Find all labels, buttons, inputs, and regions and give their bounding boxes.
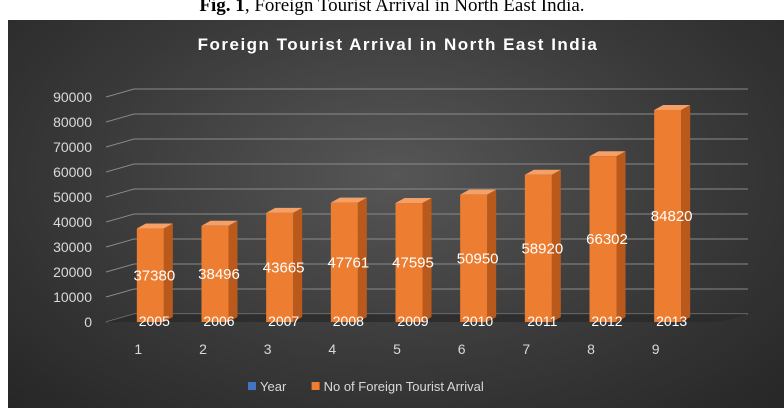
- bar-top: [201, 220, 238, 226]
- legend-label: Year: [260, 379, 287, 394]
- year-label: 2008: [333, 313, 364, 329]
- y-tick-label: 10000: [53, 289, 92, 305]
- bar-value-label: 50950: [457, 250, 499, 267]
- figure-caption: Fig. 1, Foreign Tourist Arrival in North…: [0, 0, 784, 18]
- x-tick-label: 4: [328, 341, 336, 357]
- x-tick-label: 8: [587, 341, 595, 357]
- bar-top: [395, 198, 432, 204]
- year-label: 2009: [397, 313, 428, 329]
- y-tick-label: 20000: [53, 264, 92, 280]
- bar-top: [330, 197, 367, 203]
- legend-swatch: [248, 382, 256, 390]
- year-label: 2013: [656, 313, 687, 329]
- y-tick-label: 60000: [53, 164, 92, 180]
- x-tick-label: 2: [199, 341, 207, 357]
- gridline-depth: [105, 88, 135, 98]
- bar-side: [422, 198, 432, 322]
- bar: [136, 228, 164, 322]
- figure-caption-text: , Foreign Tourist Arrival in North East …: [244, 0, 585, 16]
- bar-side: [681, 104, 691, 322]
- gridline-depth: [105, 288, 135, 298]
- y-tick-label: 40000: [53, 214, 92, 230]
- bar-chart: Foreign Tourist Arrival in North East In…: [53, 35, 748, 394]
- figure-caption-label: Fig. 1: [199, 0, 245, 16]
- x-tick-label: 5: [393, 341, 401, 357]
- y-tick-label: 0: [84, 314, 92, 330]
- bar-top: [266, 207, 303, 213]
- bar: [201, 225, 229, 322]
- bar-top: [136, 223, 173, 229]
- year-label: 2007: [268, 313, 299, 329]
- y-tick-label: 80000: [53, 114, 92, 130]
- bar-value-label: 38496: [198, 266, 240, 283]
- bar: [654, 109, 682, 322]
- x-tick-label: 9: [652, 341, 660, 357]
- bar-value-label: 47761: [327, 254, 369, 271]
- y-tick-label: 70000: [53, 139, 92, 155]
- gridline-depth: [105, 188, 135, 198]
- x-axis-ticks: 1 2 3 4 5 6 7 8 9: [134, 341, 659, 357]
- x-tick-label: 7: [522, 341, 530, 357]
- bar-series: 37380 2005 38496 2006 43665 2007 47761 2008 4759…: [133, 104, 693, 329]
- gridline-depth: [105, 263, 135, 273]
- legend-label: No of Foreign Tourist Arrival: [324, 379, 484, 394]
- bar-top: [460, 189, 497, 195]
- bar: [460, 194, 488, 322]
- y-tick-label: 50000: [53, 189, 92, 205]
- legend: Year No of Foreign Tourist Arrival: [248, 379, 484, 394]
- bar-side: [357, 197, 367, 322]
- gridline-depth: [105, 213, 135, 223]
- bar: [524, 174, 552, 322]
- bar-value-label: 58920: [521, 240, 563, 257]
- bar-value-label: 47595: [392, 255, 434, 272]
- legend-swatch: [311, 382, 320, 390]
- bar-side: [551, 169, 561, 322]
- bar: [330, 202, 358, 322]
- year-label: 2005: [139, 313, 170, 329]
- year-label: 2010: [462, 313, 493, 329]
- y-tick-label: 90000: [53, 89, 92, 105]
- bar-top: [524, 169, 561, 175]
- y-axis-ticks: 0 10000 20000 30000 40000 50000 60000 70000 8000…: [53, 89, 92, 330]
- bar: [266, 212, 294, 322]
- x-tick-label: 3: [264, 341, 272, 357]
- gridline-depth: [105, 138, 135, 148]
- bar-value-label: 43665: [263, 259, 305, 276]
- year-label: 2006: [203, 313, 234, 329]
- x-tick-label: 6: [458, 341, 466, 357]
- bar-side: [616, 151, 626, 322]
- gridline-depth: [105, 238, 135, 248]
- gridline-depth: [105, 113, 135, 123]
- y-tick-label: 30000: [53, 239, 92, 255]
- bar-top: [589, 151, 626, 157]
- bar-value-label: 37380: [133, 267, 175, 284]
- bar: [589, 156, 617, 322]
- bar-top: [654, 104, 691, 110]
- year-label: 2011: [527, 313, 557, 329]
- chart-title: Foreign Tourist Arrival in North East In…: [198, 35, 599, 54]
- bar-side: [293, 207, 303, 322]
- gridline-depth: [105, 163, 135, 173]
- bar-value-label: 66302: [586, 231, 628, 248]
- year-label: 2012: [591, 313, 622, 329]
- bar-side: [163, 223, 173, 322]
- bar-side: [228, 220, 238, 322]
- bar: [395, 203, 423, 322]
- x-tick-label: 1: [134, 341, 142, 357]
- bar-side: [487, 189, 497, 322]
- bar-value-label: 84820: [651, 208, 693, 225]
- chart-area: Foreign Tourist Arrival in North East In…: [8, 20, 784, 408]
